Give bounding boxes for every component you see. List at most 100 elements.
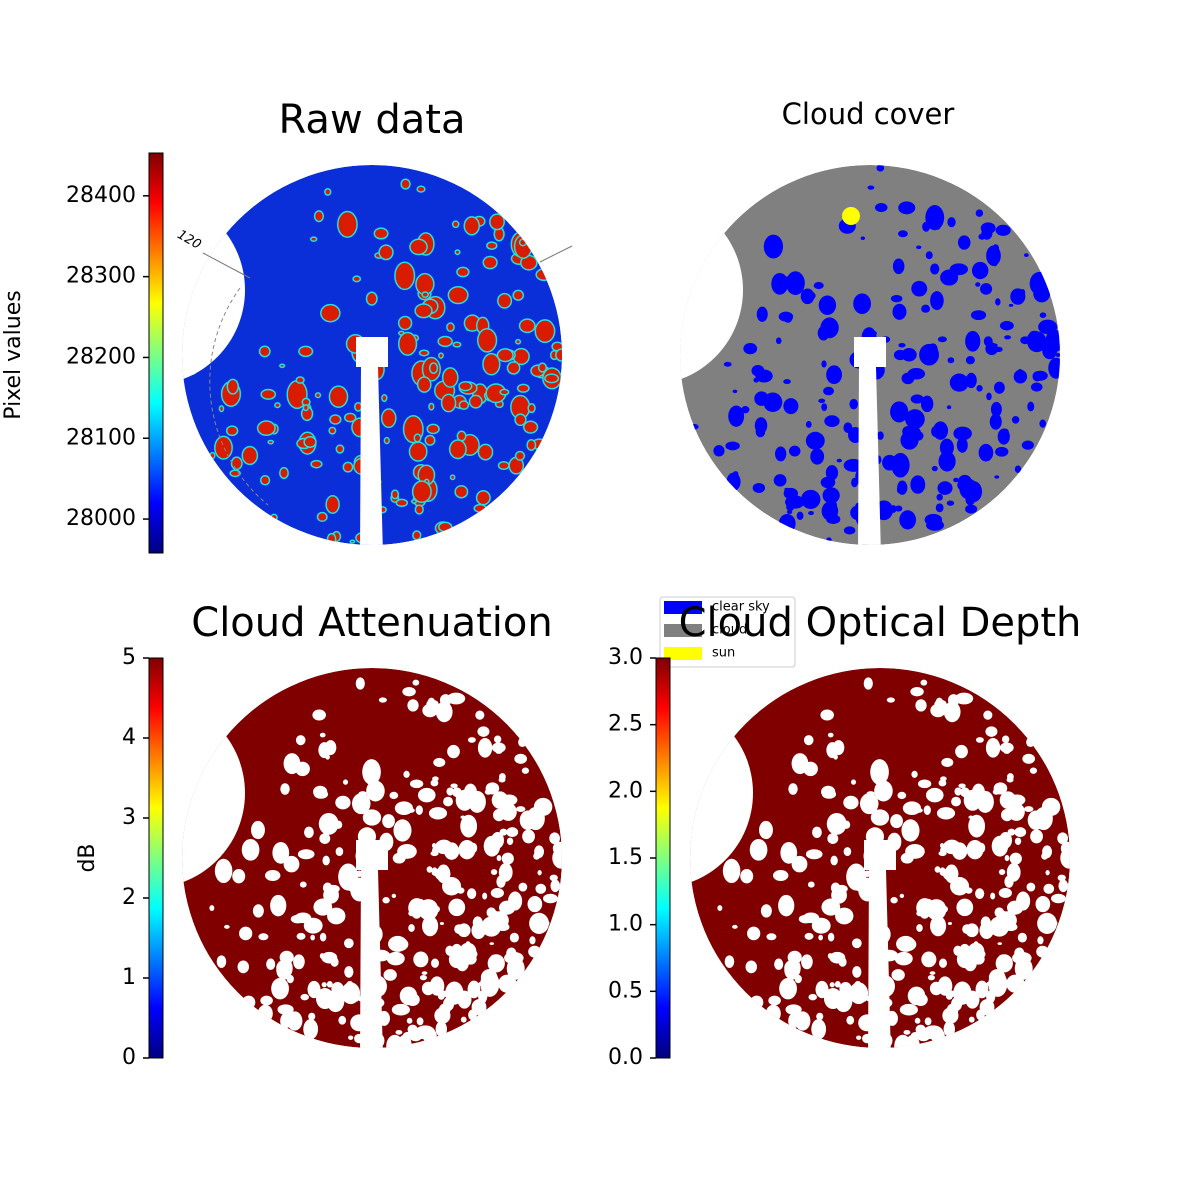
sky-blob [835, 907, 854, 925]
sky-blob [803, 735, 814, 746]
sky-blob [446, 787, 454, 796]
sky-blob [1014, 837, 1022, 845]
sky-blob [954, 787, 962, 796]
sky-blob [997, 911, 1017, 930]
clear-sky-patch [755, 425, 766, 438]
sky-blob [529, 912, 549, 934]
clear-sky-patch [898, 343, 906, 348]
sky-blob [283, 855, 300, 873]
sky-blob [434, 867, 451, 881]
sky-blob [999, 742, 1014, 753]
clear-sky-patch [978, 443, 994, 462]
clear-sky-patch [1004, 335, 1011, 340]
legend-swatch [664, 647, 702, 660]
sky-blob [784, 960, 799, 976]
sky-blob [432, 846, 438, 854]
sky-blob [335, 820, 343, 829]
sky-blob [938, 779, 947, 787]
sky-blob [279, 363, 286, 369]
sky-blob [866, 791, 875, 797]
colorbar-tick-label: 2.0 [608, 778, 643, 803]
sky-blob [296, 932, 306, 940]
sky-blob [477, 737, 493, 758]
sky-blob [329, 414, 342, 425]
sky-blob [448, 898, 466, 917]
sky-blob [465, 941, 471, 946]
sky-blob [514, 450, 526, 461]
sky-blob [378, 697, 387, 703]
sky-blob [428, 1033, 437, 1040]
clear-sky-patch [916, 245, 922, 250]
sky-blob [485, 782, 500, 795]
legend-label: cloud [712, 623, 747, 638]
sky-blob [497, 460, 510, 471]
clear-sky-patch [912, 431, 924, 441]
sky-blob [518, 238, 527, 247]
sky-blob [886, 697, 895, 703]
sky-blob [486, 241, 498, 250]
clear-sky-patch [843, 526, 856, 535]
sky-blob [274, 402, 281, 409]
sky-blob [915, 699, 927, 712]
clear-sky-patch [893, 310, 905, 319]
sky-blob [451, 220, 460, 229]
clear-sky-patch [836, 458, 843, 463]
sky-blob [921, 951, 937, 968]
clear-sky-patch [783, 379, 791, 385]
sky-blob [1037, 936, 1044, 945]
sky-blob [302, 404, 309, 412]
sky-blob [798, 914, 813, 924]
sky-blob [968, 1016, 975, 1023]
sky-blob [515, 806, 526, 812]
sky-blob [489, 213, 505, 231]
clear-sky-patch [911, 280, 928, 297]
clear-sky-patch [851, 477, 858, 488]
clear-sky-patch [970, 310, 987, 320]
sky-blob [891, 969, 905, 981]
clear-sky-patch [778, 513, 796, 534]
sky-blob [467, 888, 477, 900]
clear-sky-patch [823, 386, 834, 396]
sky-blob [338, 1015, 347, 1025]
clear-sky-patch [867, 185, 875, 190]
sky-blob [917, 779, 932, 789]
sky-blob [232, 869, 246, 884]
clear-sky-patch [1008, 303, 1014, 307]
colorbar-tick-label: 1 [122, 965, 136, 990]
sky-blob [252, 904, 264, 918]
sky-blob [533, 852, 541, 860]
sky-blob [448, 439, 467, 460]
sky-blob [443, 997, 455, 1011]
sky-blob [890, 814, 903, 829]
sky-blob [316, 511, 328, 523]
sky-blob [829, 982, 835, 988]
colorbar-tick-label: 5 [122, 645, 136, 670]
clear-sky-patch [989, 413, 1002, 430]
clear-sky-patch [876, 165, 885, 172]
colorbar [148, 152, 164, 554]
sky-blob [258, 933, 269, 941]
sky-blob [732, 924, 738, 929]
sky-blob [1029, 767, 1038, 774]
sky-blob [498, 974, 517, 993]
sky-blob [526, 438, 537, 451]
clear-sky-patch [925, 251, 933, 260]
sky-blob [458, 400, 470, 410]
sky-blob [926, 899, 947, 921]
sky-blob [454, 249, 461, 256]
sky-blob [355, 677, 365, 690]
clear-sky-patch [986, 392, 992, 401]
clear-sky-patch [965, 355, 975, 365]
sky-blob [768, 995, 781, 1006]
sky-blob [939, 958, 947, 968]
sky-blob [1030, 829, 1043, 844]
sky-blob [426, 699, 439, 709]
sky-blob [239, 926, 253, 941]
sky-blob [998, 887, 1012, 899]
colorbar-tick-label: 1.5 [608, 845, 643, 870]
sky-blob [766, 933, 777, 941]
clear-sky-patch [843, 458, 864, 472]
sky-blob [499, 388, 510, 396]
sky-blob [514, 413, 527, 427]
sky-blob [394, 261, 416, 291]
